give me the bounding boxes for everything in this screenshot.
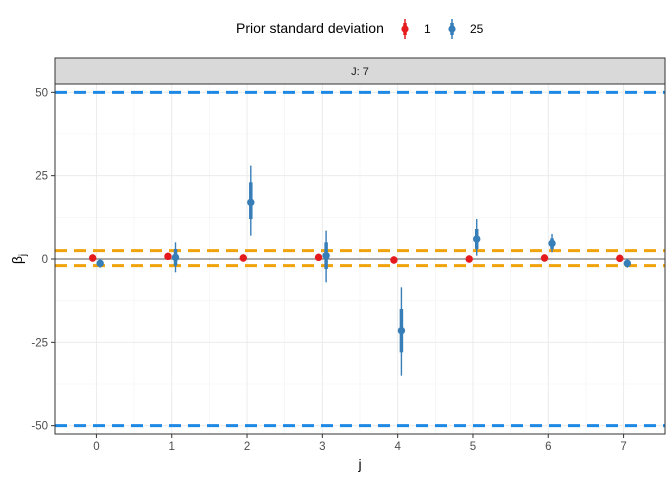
- legend-key-1: [401, 19, 409, 39]
- pointrange-1-0: [88, 254, 97, 262]
- point-estimate: [465, 255, 473, 263]
- facet-strip-label: J: 7: [351, 66, 369, 78]
- y-tick-label: -25: [31, 337, 48, 349]
- point-estimate: [397, 326, 406, 335]
- x-tick-label: 6: [545, 441, 551, 453]
- point-estimate: [548, 239, 556, 248]
- pointrange-25-4: [397, 287, 406, 376]
- legend-key-25-point: [448, 25, 456, 33]
- x-axis: 0 1 2 3 4 5 6 7: [93, 434, 627, 453]
- legend: Prior standard deviation 1 25: [236, 19, 484, 39]
- x-tick-label: 0: [93, 441, 99, 453]
- point-estimate: [88, 254, 97, 262]
- pointrange-25-2: [247, 165, 255, 236]
- point-estimate: [390, 256, 398, 264]
- reference-lines: [55, 90, 665, 428]
- point-estimate: [164, 252, 172, 261]
- point-estimate: [623, 259, 632, 268]
- pointrange-25-6: [548, 234, 556, 253]
- point-estimate: [322, 251, 330, 260]
- pointrange-25-0: [96, 259, 104, 268]
- pointrange-1-5: [465, 255, 473, 263]
- point-estimate: [247, 198, 255, 207]
- pointrange-1-4: [390, 256, 398, 264]
- pointrange-25-1: [171, 242, 180, 273]
- x-tick-label: 7: [620, 441, 626, 453]
- x-tick-label: 3: [319, 441, 325, 453]
- pointrange-25-5: [473, 219, 481, 256]
- legend-label-1: 1: [424, 22, 431, 36]
- y-axis: -50 -25 0 25 50: [31, 87, 55, 433]
- pointrange-25-3: [322, 230, 330, 283]
- legend-key-1-point: [401, 25, 409, 33]
- y-tick-label: 25: [35, 171, 48, 183]
- pointrange-1-6: [540, 254, 549, 262]
- data-marks: [88, 165, 632, 376]
- pointrange-25-7: [623, 259, 632, 268]
- point-estimate: [616, 254, 624, 263]
- facet-strip-background: [54, 57, 666, 85]
- y-tick-label: -50: [31, 421, 48, 433]
- y-axis-title-main: β: [9, 256, 25, 264]
- y-axis-title-subscript: j: [18, 254, 29, 257]
- point-estimate: [239, 254, 247, 262]
- x-tick-label: 2: [244, 441, 250, 453]
- x-axis-title: j: [357, 456, 361, 472]
- y-tick-label: 50: [35, 87, 48, 99]
- point-estimate: [96, 259, 104, 268]
- y-tick-label: 0: [42, 254, 48, 266]
- y-axis-title: βj: [9, 254, 29, 264]
- pointrange-1-7: [616, 254, 624, 263]
- x-tick-label: 1: [169, 441, 175, 453]
- legend-title: Prior standard deviation: [236, 20, 384, 36]
- x-tick-label: 5: [470, 441, 476, 453]
- x-tick-label: 4: [394, 441, 401, 453]
- pointrange-1-1: [164, 252, 172, 261]
- point-estimate: [473, 235, 481, 243]
- point-estimate: [314, 253, 323, 262]
- point-estimate: [540, 254, 549, 262]
- pointrange-1-3: [314, 253, 323, 262]
- legend-label-25: 25: [470, 22, 484, 36]
- point-estimate: [171, 253, 180, 262]
- pointrange-1-2: [239, 254, 247, 262]
- facet-strip: J: 7: [54, 57, 666, 85]
- legend-key-25: [448, 19, 456, 39]
